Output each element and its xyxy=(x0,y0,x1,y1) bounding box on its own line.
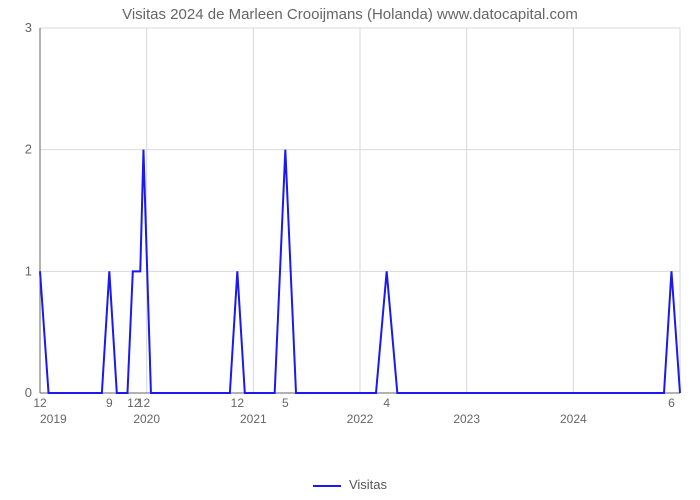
svg-text:3: 3 xyxy=(25,20,32,35)
svg-text:9: 9 xyxy=(106,396,113,410)
legend-swatch xyxy=(313,485,341,487)
svg-text:1: 1 xyxy=(25,263,32,278)
legend: Visitas xyxy=(0,477,700,492)
svg-text:12: 12 xyxy=(33,396,47,410)
svg-text:2: 2 xyxy=(25,142,32,157)
svg-text:2021: 2021 xyxy=(240,412,267,426)
svg-text:4: 4 xyxy=(383,396,390,410)
svg-text:12: 12 xyxy=(231,396,245,410)
svg-text:2019: 2019 xyxy=(40,412,67,426)
chart-title: Visitas 2024 de Marleen Crooijmans (Hola… xyxy=(0,6,700,23)
line-chart-svg: 0123129121212546201920202021202220232024 xyxy=(40,28,680,433)
svg-text:6: 6 xyxy=(668,396,675,410)
chart-area: 0123129121212546201920202021202220232024 xyxy=(40,28,680,433)
svg-text:0: 0 xyxy=(25,385,32,400)
svg-text:2022: 2022 xyxy=(347,412,374,426)
svg-text:5: 5 xyxy=(282,396,289,410)
svg-text:2020: 2020 xyxy=(133,412,160,426)
svg-text:2024: 2024 xyxy=(560,412,587,426)
svg-text:12: 12 xyxy=(137,396,151,410)
legend-label: Visitas xyxy=(349,477,387,492)
svg-text:2023: 2023 xyxy=(453,412,480,426)
